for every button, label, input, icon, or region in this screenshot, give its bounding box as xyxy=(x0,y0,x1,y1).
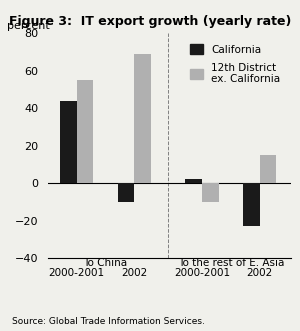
Legend: California, 12th District
ex. California: California, 12th District ex. California xyxy=(187,41,284,88)
Text: Figure 3:  IT export growth (yearly rate): Figure 3: IT export growth (yearly rate) xyxy=(9,15,291,28)
Bar xyxy=(118,183,134,202)
Bar xyxy=(60,101,77,183)
Bar xyxy=(260,155,276,183)
Text: To China: To China xyxy=(83,258,128,268)
Text: To the rest of E. Asia: To the rest of E. Asia xyxy=(178,258,284,268)
Bar xyxy=(202,183,219,202)
Bar xyxy=(243,183,260,226)
Bar xyxy=(77,80,94,183)
Bar xyxy=(185,179,202,183)
Text: Source: Global Trade Information Services.: Source: Global Trade Information Service… xyxy=(12,317,205,326)
Text: percent: percent xyxy=(7,21,50,31)
Bar xyxy=(134,54,151,183)
